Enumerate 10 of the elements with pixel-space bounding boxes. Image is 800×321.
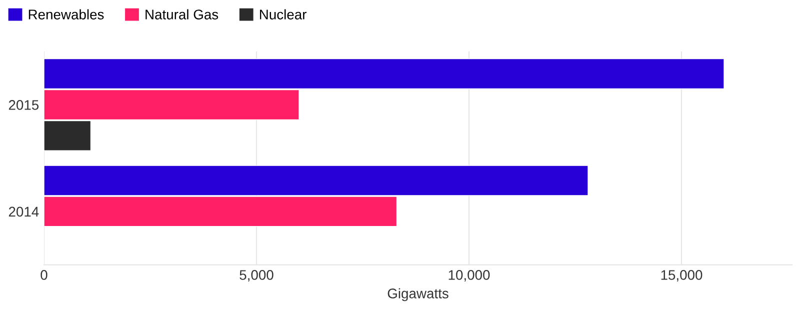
legend-label: Renewables <box>28 9 104 20</box>
y-tick-label: 2014 <box>8 206 39 217</box>
x-tick-label: 15,000 <box>661 270 702 282</box>
legend-label: Natural Gas <box>146 9 218 20</box>
x-tick-label: 0 <box>40 270 48 280</box>
x-tick-label: 10,000 <box>448 270 490 282</box>
legend-label: Nuclear <box>260 9 306 20</box>
y-tick-label: 2015 <box>8 100 39 110</box>
x-axis-title: Gigawatts <box>388 288 448 302</box>
x-tick-label: 5,000 <box>240 270 274 282</box>
